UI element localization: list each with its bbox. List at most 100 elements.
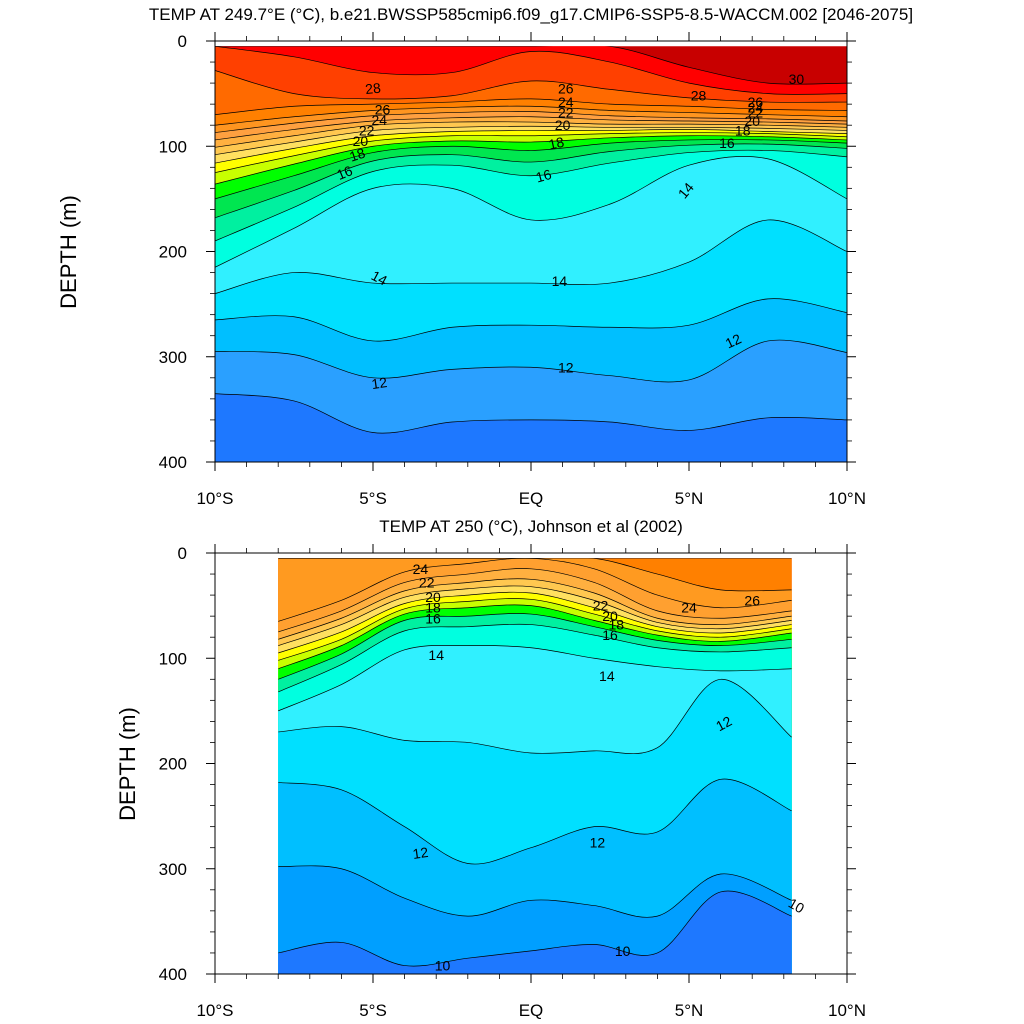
contour-line-10	[215, 393, 847, 434]
contour-label: 28	[691, 88, 707, 104]
x-tick-label: 5°S	[359, 489, 387, 508]
contour-label: 22	[748, 105, 764, 121]
contour-line-24	[278, 558, 792, 592]
contour-label: 20	[602, 608, 618, 624]
contour-label: 20	[555, 117, 571, 133]
contour-line-14	[215, 155, 847, 268]
contour-line-11	[278, 865, 792, 918]
contour-line-16	[278, 613, 792, 680]
contour-label: 16	[534, 166, 553, 186]
y-tick-label: 200	[159, 243, 187, 262]
contour-line-20	[215, 129, 847, 164]
contour-line-15	[215, 149, 847, 242]
y-tick-label: 300	[159, 860, 187, 879]
contour-label: 16	[425, 610, 441, 626]
contour-label: 20	[744, 113, 760, 129]
contour-label: 18	[609, 617, 625, 633]
contour-line-19	[215, 132, 847, 173]
y-axis-label-model: DEPTH (m)	[56, 195, 81, 309]
chart-title-model: TEMP AT 249.7°E (°C), b.e21.BWSSP585cmip…	[149, 5, 913, 24]
contour-label: 20	[425, 589, 441, 605]
x-tick-label: EQ	[519, 489, 544, 508]
contour-label: 14	[552, 273, 568, 289]
contour-line-18	[215, 135, 847, 185]
chart-title-observations: TEMP AT 250 (°C), Johnson et al (2002)	[379, 517, 683, 536]
contour-line-13	[215, 219, 847, 294]
contour-line-27	[215, 70, 847, 103]
contour-line-25	[215, 105, 847, 126]
contour-line-13	[278, 678, 792, 754]
contour-label: 26	[375, 101, 391, 117]
y-tick-label: 400	[159, 965, 187, 984]
contour-label: 16	[602, 627, 618, 643]
contour-band-10	[215, 393, 847, 462]
y-tick-label: 100	[159, 649, 187, 668]
contour-label: 18	[425, 600, 441, 616]
y-tick-label: 300	[159, 348, 187, 367]
contour-label: 22	[359, 122, 375, 138]
contour-label: 14	[428, 647, 444, 663]
contour-label: 12	[370, 374, 388, 392]
y-axis-label-observations: DEPTH (m)	[115, 707, 140, 821]
contour-label: 24	[558, 94, 574, 110]
contour-line-17	[278, 604, 792, 670]
contour-line-24	[215, 111, 847, 133]
contour-line-14	[278, 645, 792, 712]
x-tick-label: 10°S	[196, 1001, 233, 1020]
contour-label: 22	[593, 598, 609, 614]
contour-label: 14	[599, 668, 615, 684]
axis-ticks: 10°S 5°S EQ 5°N 10°N 0 100 200 300 400	[159, 544, 866, 1020]
contour-line-12	[215, 298, 847, 342]
contour-label: 12	[723, 330, 744, 351]
contour-label: 12	[558, 359, 574, 375]
contour-line-28	[215, 46, 847, 95]
contour-line-16	[215, 143, 847, 219]
contour-line-22	[215, 121, 847, 148]
contour-label: 22	[558, 105, 574, 121]
contour-band-10	[278, 890, 792, 974]
contour-label: 24	[681, 600, 697, 616]
contour-label: 26	[558, 80, 574, 96]
x-tick-label: 5°N	[675, 489, 704, 508]
contour-label: 10	[435, 958, 451, 974]
contour-label: 24	[372, 112, 388, 128]
x-tick-label: 5°S	[359, 1001, 387, 1020]
contour-band-11	[278, 865, 792, 974]
contour-label: 26	[744, 592, 760, 608]
contour-label: 22	[419, 574, 435, 590]
contour-label: 12	[590, 834, 606, 850]
contour-label: 10	[615, 943, 631, 959]
y-tick-label: 200	[159, 755, 187, 774]
contour-line-23	[215, 116, 847, 141]
contour-label: 18	[547, 134, 566, 153]
contour-line-21	[215, 125, 847, 156]
contour-line-19	[278, 591, 792, 654]
y-tick-label: 0	[178, 32, 187, 51]
contour-label: 12	[412, 844, 430, 862]
contour-line-29	[215, 46, 847, 85]
contour-label: 24	[413, 561, 429, 577]
contour-label: 12	[713, 713, 734, 735]
contour-field	[278, 558, 792, 974]
contour-line-18	[278, 598, 792, 661]
contour-label: 28	[364, 80, 381, 98]
contour-label: 30	[789, 71, 805, 87]
contour-line-22	[278, 568, 792, 633]
contour-line-15	[278, 623, 792, 693]
contour-line-11	[215, 339, 847, 383]
contour-label: 14	[369, 267, 390, 289]
contour-label: 24	[748, 99, 764, 115]
contour-line-21	[278, 578, 792, 640]
contour-field	[215, 46, 847, 462]
contour-label: 16	[334, 162, 355, 183]
y-tick-label: 100	[159, 137, 187, 156]
axis-ticks: 10°S 5°S EQ 5°N 10°N 0 100 200 300 400	[159, 32, 866, 508]
contour-label: 18	[735, 122, 751, 138]
y-tick-label: 400	[159, 453, 187, 472]
contour-label: 20	[353, 133, 369, 149]
contour-label: 16	[719, 135, 735, 151]
contour-line-10	[278, 890, 792, 967]
